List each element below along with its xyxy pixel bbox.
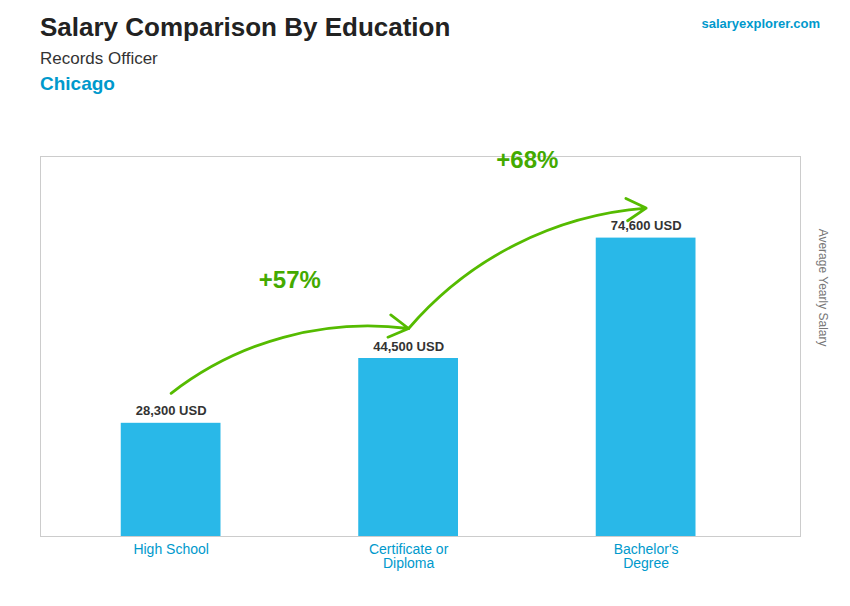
svg-text:Certificate orDiploma: Certificate orDiploma — [369, 541, 449, 571]
html-text:Records Officer: Records Officer — [40, 49, 158, 68]
svg-text:Average Yearly Salary: Average Yearly Salary — [816, 229, 830, 347]
html-text:salaryexplorer.com: salaryexplorer.com — [701, 16, 820, 31]
svg-text:+68%: +68% — [496, 146, 558, 173]
svg-text:28,300 USD: 28,300 USD — [136, 403, 207, 418]
svg-text:Bachelor'sDegree: Bachelor'sDegree — [614, 541, 679, 571]
svg-text:+57%: +57% — [259, 266, 321, 293]
html-text:Salary Comparison By Education: Salary Comparison By Education — [40, 12, 451, 42]
html-text:Chicago: Chicago — [40, 73, 115, 94]
svg-text:High School: High School — [133, 541, 209, 557]
svg-text:44,500 USD: 44,500 USD — [373, 339, 444, 354]
svg-text:74,600 USD: 74,600 USD — [611, 218, 682, 233]
